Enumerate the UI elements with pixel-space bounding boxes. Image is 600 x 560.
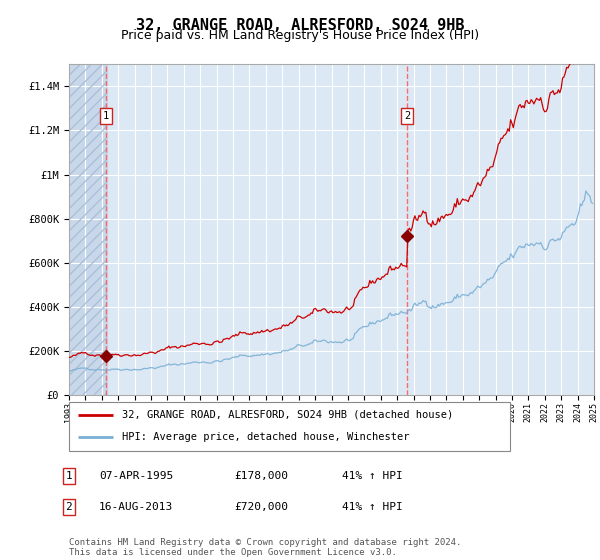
Text: 32, GRANGE ROAD, ALRESFORD, SO24 9HB (detached house): 32, GRANGE ROAD, ALRESFORD, SO24 9HB (de… bbox=[122, 410, 453, 420]
Text: £178,000: £178,000 bbox=[234, 471, 288, 481]
Bar bbox=[69, 64, 107, 395]
Text: £720,000: £720,000 bbox=[234, 502, 288, 512]
Bar bbox=[69, 64, 107, 395]
Text: 16-AUG-2013: 16-AUG-2013 bbox=[99, 502, 173, 512]
Text: HPI: Average price, detached house, Winchester: HPI: Average price, detached house, Winc… bbox=[122, 432, 409, 442]
Text: Contains HM Land Registry data © Crown copyright and database right 2024.
This d: Contains HM Land Registry data © Crown c… bbox=[69, 538, 461, 557]
FancyBboxPatch shape bbox=[69, 402, 510, 451]
Text: 41% ↑ HPI: 41% ↑ HPI bbox=[342, 502, 403, 512]
Text: 32, GRANGE ROAD, ALRESFORD, SO24 9HB: 32, GRANGE ROAD, ALRESFORD, SO24 9HB bbox=[136, 18, 464, 33]
Text: 1: 1 bbox=[103, 111, 109, 120]
Text: 07-APR-1995: 07-APR-1995 bbox=[99, 471, 173, 481]
Text: 2: 2 bbox=[404, 111, 410, 120]
Text: 41% ↑ HPI: 41% ↑ HPI bbox=[342, 471, 403, 481]
Text: 1: 1 bbox=[65, 471, 73, 481]
Text: Price paid vs. HM Land Registry's House Price Index (HPI): Price paid vs. HM Land Registry's House … bbox=[121, 29, 479, 42]
Text: 2: 2 bbox=[65, 502, 73, 512]
